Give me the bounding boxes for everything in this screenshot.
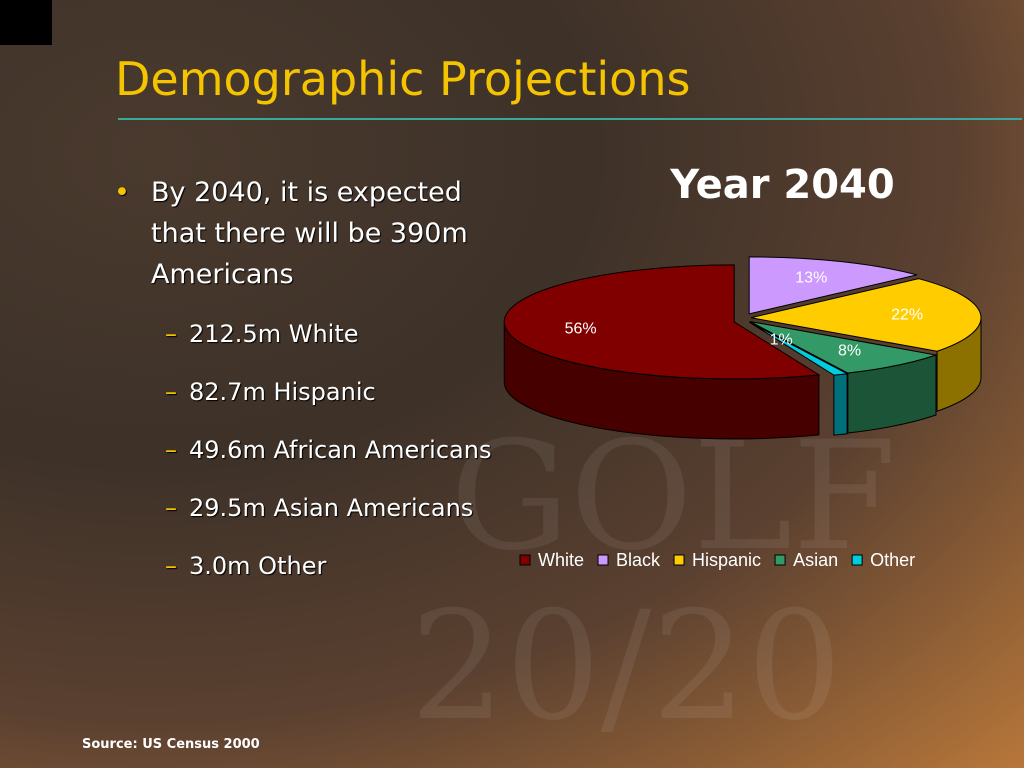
- legend-swatch: [851, 554, 863, 566]
- data-label: 56%: [565, 320, 597, 337]
- slice: [748, 321, 849, 376]
- slice: [750, 278, 982, 352]
- slide-title: Demographic Projections: [115, 52, 691, 106]
- legend-label: White: [538, 550, 584, 570]
- sub-bullet: 3.0m Other: [165, 552, 326, 580]
- sub-bullet: 29.5m Asian Americans: [165, 494, 473, 522]
- legend-label: Black: [616, 550, 661, 570]
- source: Source: US Census 2000: [82, 737, 260, 752]
- corner-block: [0, 0, 52, 45]
- sub-bullet: 212.5m White: [165, 320, 359, 348]
- title-rule: [118, 118, 1022, 120]
- slice-side: [833, 373, 848, 436]
- legend-swatch: [519, 554, 531, 566]
- slice: [503, 264, 821, 380]
- bullet: By 2040, it is expected that there will …: [114, 172, 518, 295]
- watermark: 20/20: [410, 580, 843, 754]
- legend-label: Asian: [793, 550, 838, 570]
- slice: [748, 256, 917, 315]
- bullet-text: By 2040, it is expected that there will …: [151, 177, 468, 290]
- legend-label: Other: [870, 550, 915, 570]
- data-label: 22%: [891, 307, 923, 324]
- data-label: 13%: [795, 270, 827, 287]
- sub-bullet: 82.7m Hispanic: [165, 378, 376, 406]
- legend-swatch: [774, 554, 786, 566]
- chart-title: Year 2040: [670, 162, 895, 208]
- sub-bullet: 49.6m African Americans: [165, 436, 491, 464]
- data-label: 1%: [770, 332, 793, 349]
- legend-swatch: [597, 554, 609, 566]
- legend-swatch: [673, 554, 685, 566]
- legend-label: Hispanic: [692, 550, 761, 570]
- data-label: 8%: [838, 343, 861, 360]
- slice: [749, 320, 938, 374]
